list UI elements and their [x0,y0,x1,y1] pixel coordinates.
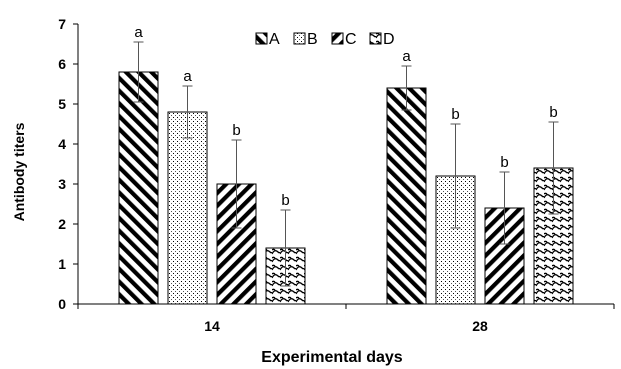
y-tick-label: 4 [58,136,66,152]
y-tick-label: 7 [58,16,66,32]
legend-swatch-c [331,32,344,45]
y-tick-label: 1 [58,256,66,272]
error-bars-layer [133,41,559,287]
bar-a-14 [118,71,159,305]
significance-letter: b [451,106,459,123]
legend: A B C D [255,31,395,48]
bar-b-14 [167,111,208,305]
x-axis-label: Experimental days [261,349,403,366]
legend-label-c: C [345,31,357,48]
x-tick-label: 14 [204,318,220,334]
y-axis-label-group: Antibody titers [11,122,27,221]
legend-label-b: B [307,31,318,48]
legend-swatch-a [255,32,268,45]
significance-letter: a [402,48,411,65]
legend-swatch-d [369,32,382,45]
significance-letter: b [500,154,508,171]
bars-layer [118,71,574,305]
significance-letter: b [549,104,557,121]
significance-letter: a [183,68,192,85]
y-tick-label: 0 [58,296,66,312]
axes [77,24,614,305]
y-tick-label: 6 [58,56,66,72]
significance-letters: a a b b a b b b [134,24,557,209]
y-axis-ticks: 0 1 2 3 4 5 6 7 [58,16,78,312]
y-tick-label: 2 [58,216,66,232]
significance-letter: a [134,24,143,41]
x-axis-ticks: 14 28 [77,304,615,334]
y-tick-label: 5 [58,96,66,112]
x-tick-label: 28 [472,318,488,334]
significance-letter: b [281,192,289,209]
legend-swatch-b [293,32,306,45]
legend-label-a: A [269,31,280,48]
y-tick-label: 3 [58,176,66,192]
significance-letter: b [232,122,240,139]
bar-a-28 [386,87,427,305]
legend-label-d: D [383,31,395,48]
y-axis-label: Antibody titers [11,122,27,221]
